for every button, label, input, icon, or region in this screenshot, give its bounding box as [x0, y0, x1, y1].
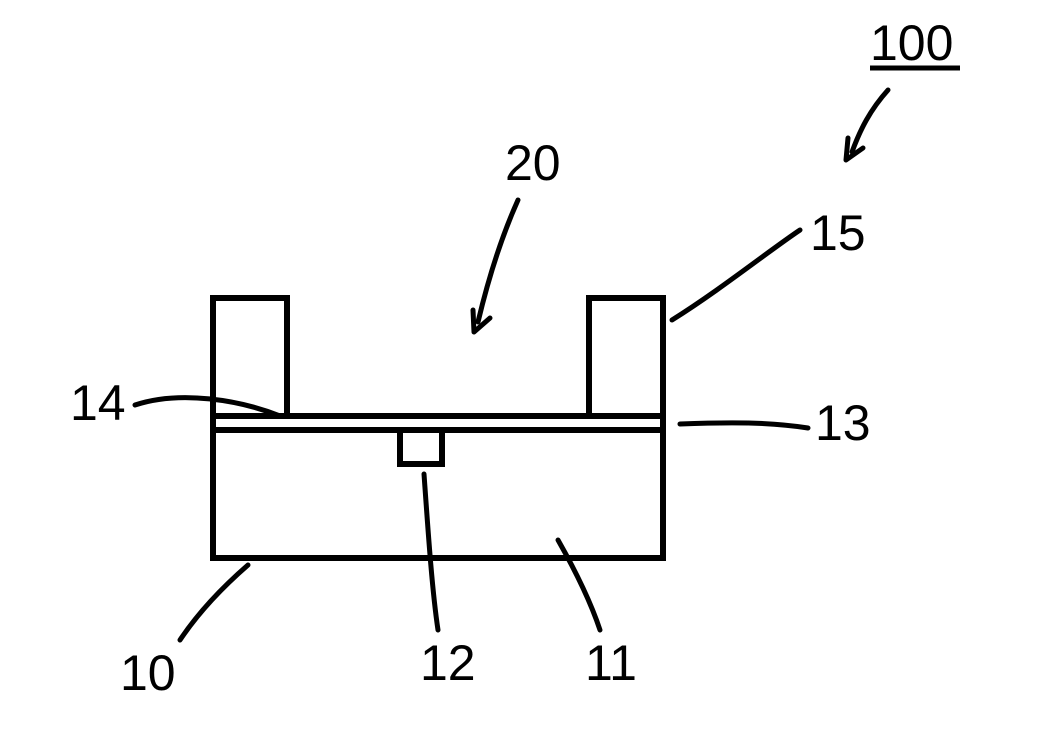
label-thin: 13 — [815, 395, 871, 451]
leader-cavity — [478, 200, 518, 322]
leader-thin — [680, 423, 808, 428]
right-post — [589, 298, 663, 416]
label-top-layer: 14 — [70, 375, 126, 431]
label-post: 15 — [810, 205, 866, 261]
label-body: 11 — [585, 635, 637, 691]
label-base: 10 — [120, 645, 176, 701]
label-assembly: 100 — [870, 15, 953, 71]
leader-post — [672, 230, 800, 320]
diagram-svg: 100 20 15 14 13 12 11 10 — [0, 0, 1042, 731]
leader-base — [180, 565, 248, 640]
small-box — [400, 430, 442, 464]
label-smallbox: 12 — [420, 635, 476, 691]
leader-assembly — [852, 90, 888, 152]
label-cavity: 20 — [505, 135, 561, 191]
